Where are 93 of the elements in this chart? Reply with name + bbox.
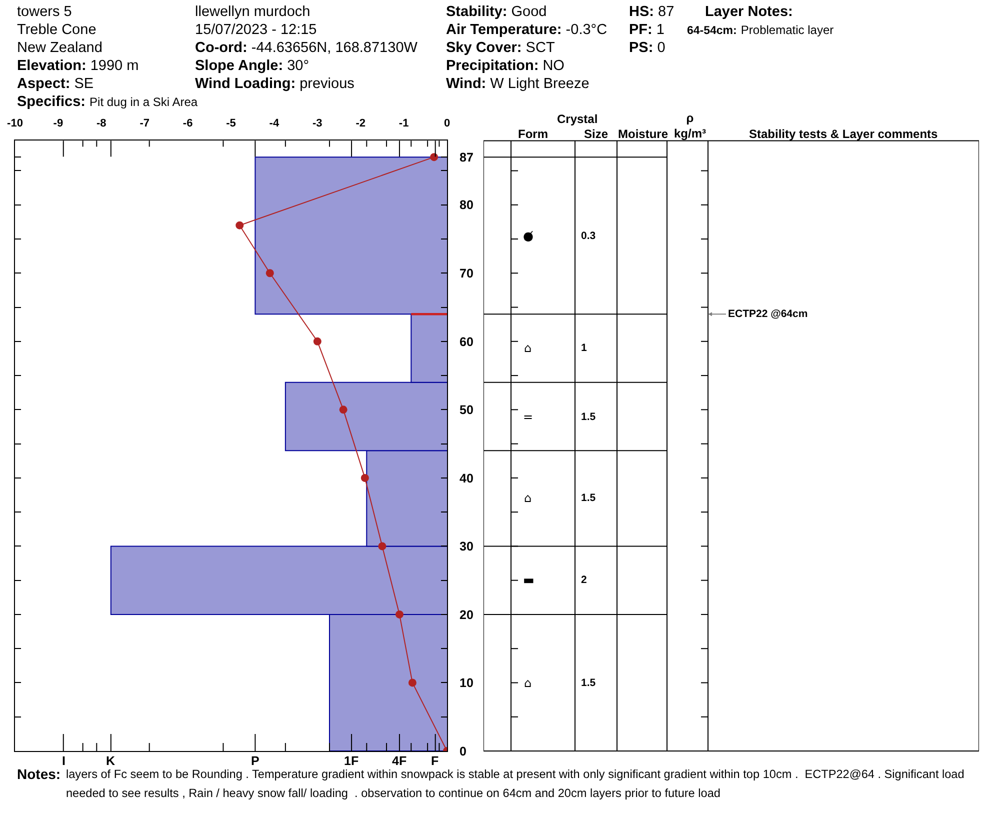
- text: ▬: [523, 573, 534, 587]
- text: Wind Loading:: [195, 76, 296, 92]
- text: SE: [74, 76, 94, 92]
- point: [266, 269, 274, 278]
- text: Problematic layer: [740, 23, 834, 37]
- text: 0: [657, 40, 666, 56]
- category-label: Moisture: [618, 127, 668, 141]
- y-tick-label: 0: [460, 744, 466, 758]
- text: 64-54cm:: [687, 25, 737, 37]
- y-tick-label: 30: [460, 540, 474, 554]
- point: [430, 153, 438, 162]
- text: 15/07/2023 - 12:15: [195, 22, 317, 38]
- x-tick-label: -4: [269, 117, 280, 130]
- y-tick-label: 10: [460, 676, 474, 690]
- point: [360, 474, 369, 482]
- y-tick-label: 40: [460, 471, 474, 486]
- x-tick-label: -2: [356, 117, 366, 130]
- text: PF:: [629, 22, 652, 38]
- y-tick-label: 50: [460, 403, 474, 418]
- point: [395, 610, 404, 618]
- text: 2: [581, 574, 587, 586]
- text: Good: [511, 4, 547, 20]
- text: 4F: [392, 754, 407, 768]
- text: llewellyn murdoch: [195, 4, 310, 20]
- text: Specifics:: [17, 94, 86, 110]
- x-tick-label: -1: [398, 117, 409, 130]
- text: W Light Breeze: [490, 76, 590, 92]
- x-tick-label: 0: [444, 117, 450, 130]
- text: towers 5: [17, 4, 72, 20]
- text: P: [251, 754, 260, 768]
- category-label: Stability tests & Layer comments: [749, 127, 938, 141]
- text: 1.5: [581, 492, 596, 504]
- x-tick-label: -6: [182, 117, 193, 130]
- text: 30°: [287, 58, 310, 74]
- text: New Zealand: [17, 40, 102, 56]
- y-tick-label: 80: [460, 198, 474, 212]
- x-tick-label: -7: [140, 117, 150, 130]
- x-tick-label: -5: [226, 117, 236, 130]
- text: Layer Notes:: [705, 4, 793, 20]
- category-label: Size: [584, 127, 608, 141]
- point: [408, 678, 416, 687]
- text: Sky Cover:: [446, 40, 522, 56]
- text: Treble Cone: [17, 22, 96, 38]
- text: Notes:: [17, 766, 61, 782]
- text: previous: [300, 76, 354, 92]
- text: 0.3: [581, 230, 596, 242]
- text: I: [62, 754, 66, 768]
- category-label: Form: [518, 127, 548, 141]
- text: 87: [658, 4, 674, 20]
- text: =: [523, 410, 534, 424]
- text: Crystal: [557, 112, 598, 126]
- text: Pit dug in a Ski Area: [90, 95, 198, 109]
- y-tick-label: 87: [460, 150, 474, 164]
- text: F: [431, 754, 439, 768]
- y-tick-label: 60: [460, 334, 474, 349]
- text: Slope Angle:: [195, 58, 284, 74]
- text: 1F: [344, 754, 359, 768]
- text: 1: [581, 342, 587, 354]
- x-tick-label: -3: [312, 117, 322, 130]
- text: HS:: [629, 4, 654, 20]
- x-tick-label: -8: [96, 117, 106, 130]
- point: [236, 221, 244, 230]
- text: ECTP22 @64cm: [728, 308, 808, 320]
- text: Precipitation:: [446, 58, 539, 74]
- text: Elevation:: [17, 58, 86, 74]
- text: Co-ord:: [195, 40, 248, 56]
- text: ⌂: [524, 676, 532, 690]
- text: Air Temperature:: [446, 22, 562, 38]
- text: 1.5: [581, 677, 596, 689]
- text: PS:: [629, 40, 654, 56]
- text: ⌂: [524, 491, 532, 505]
- text: Wind:: [446, 76, 486, 92]
- text: Aspect:: [17, 76, 70, 92]
- text: Stability:: [446, 4, 508, 20]
- text: ⌂: [524, 341, 532, 355]
- text: layers of Fc seem to be Rounding . Temperature gradient within snowpack is stable at present with only significant gradient within top 10cm . ECTP22@64 . Significant load needed to see results , Rain / heavy snow fall/ loading . observation to continue on 64cm and 20cm layers prior to future load: [66, 767, 964, 800]
- text: -0.3°C: [566, 22, 608, 38]
- text: SCT: [526, 40, 555, 56]
- category-label: ρ kg/m³: [674, 111, 706, 141]
- y-tick-label: 70: [460, 266, 474, 281]
- point: [378, 542, 386, 550]
- x-tick-label: -9: [53, 117, 64, 130]
- point: [313, 337, 322, 346]
- text: 1990 m: [90, 58, 139, 74]
- point: [339, 406, 348, 414]
- text: 1: [656, 22, 664, 38]
- text: NO: [542, 58, 564, 74]
- text: 1.5: [581, 411, 596, 423]
- y-tick-label: 20: [460, 608, 474, 622]
- text: -44.63656N, 168.87130W: [251, 40, 418, 56]
- text: K: [106, 754, 116, 768]
- x-tick-label: -10: [7, 117, 23, 130]
- text: ●̸: [523, 229, 534, 243]
